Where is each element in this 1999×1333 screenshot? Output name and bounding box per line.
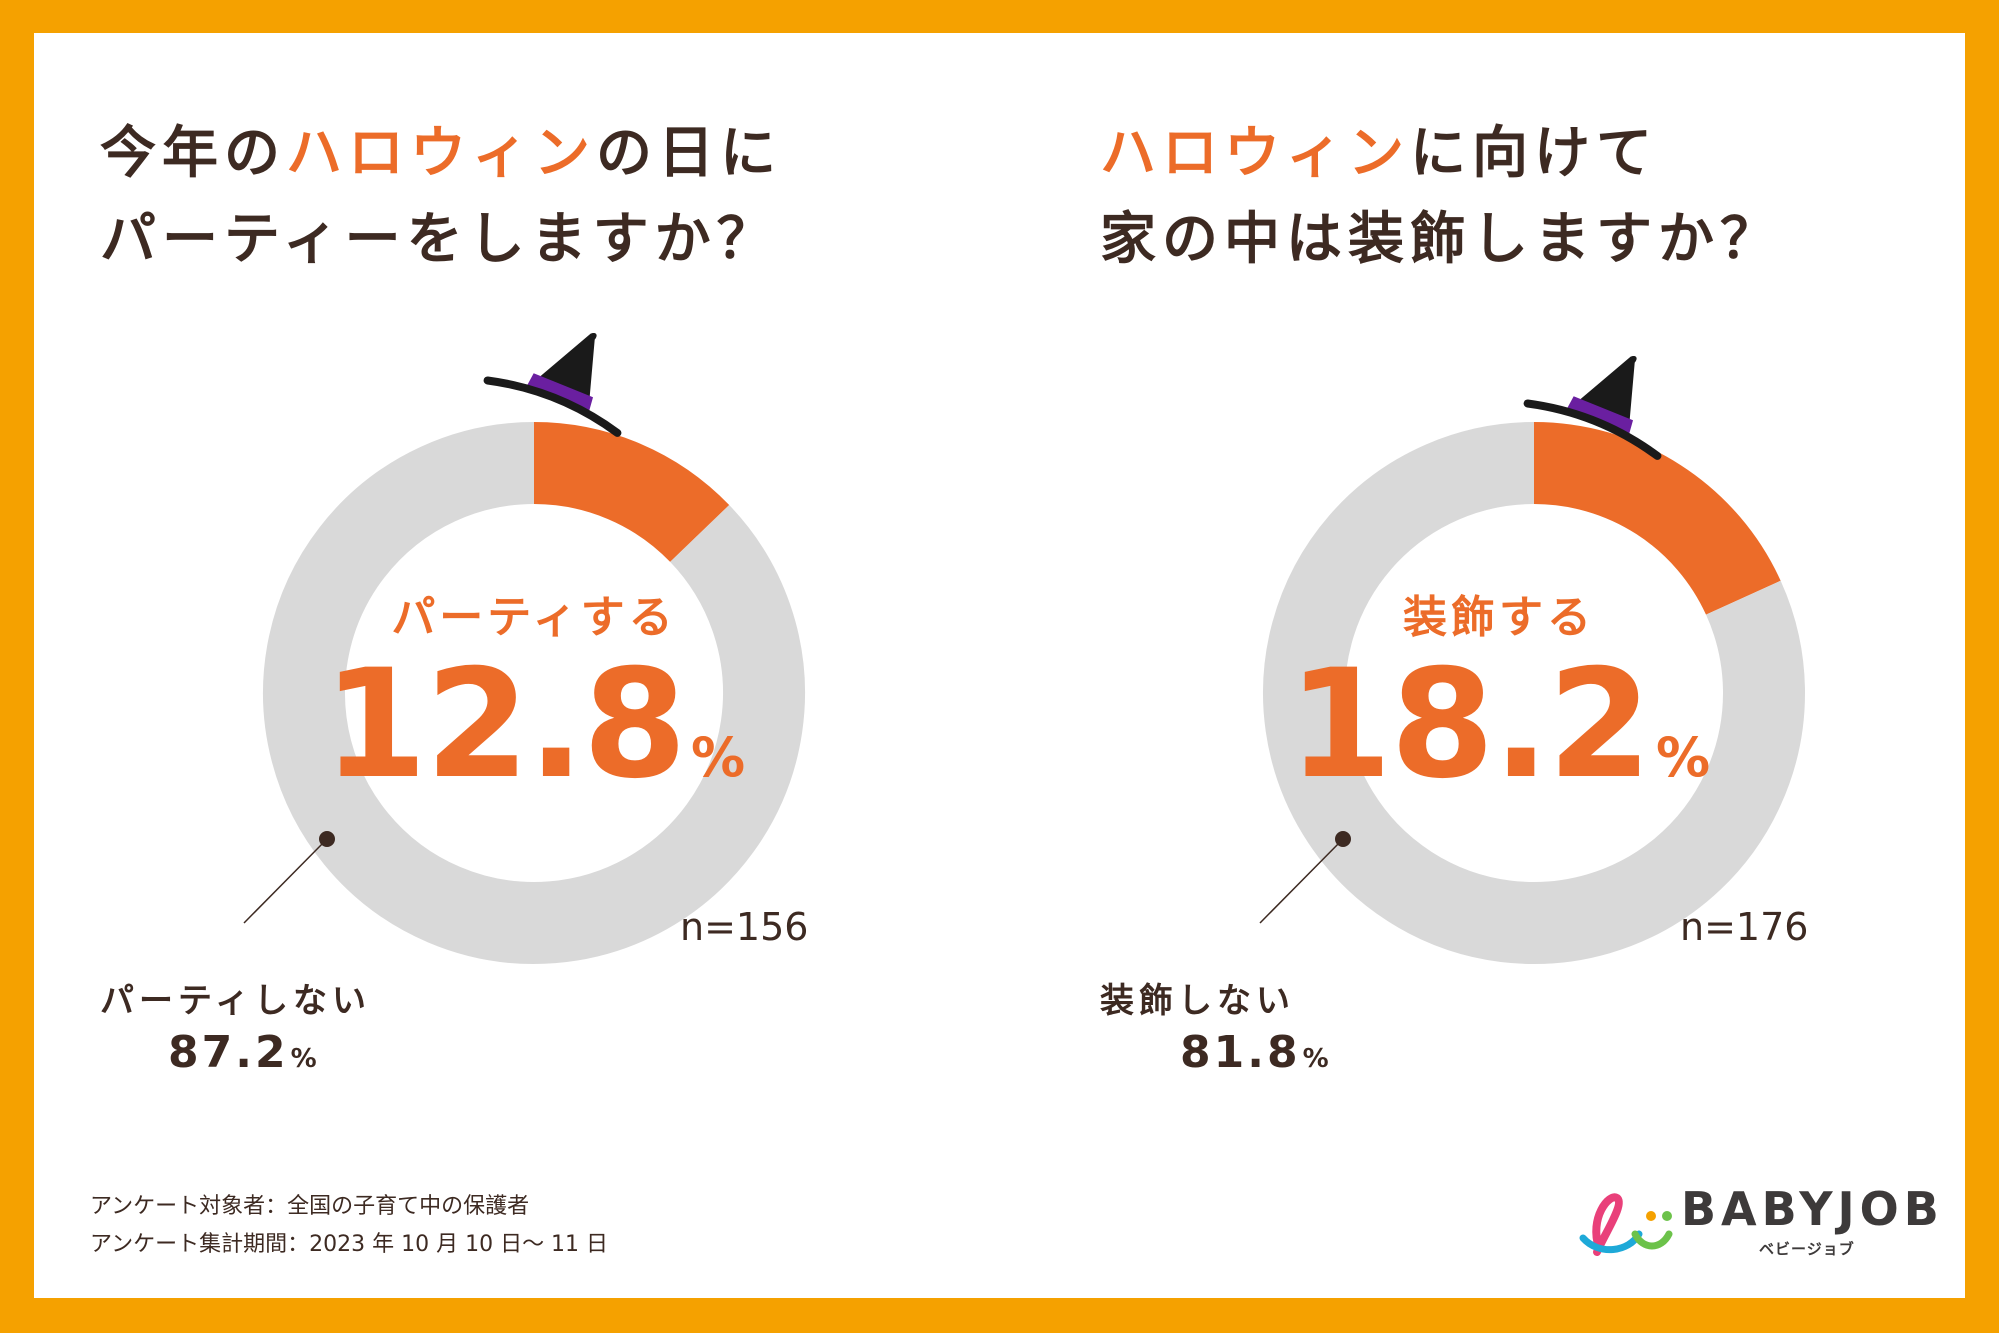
leader-dot — [1335, 831, 1351, 847]
party-title: 今年のハロウィンの日に パーティーをしますか？ — [100, 111, 782, 283]
donut-slice-other — [1263, 422, 1805, 964]
decor-no-label: 装飾しない — [1100, 981, 1295, 1021]
survey-target: アンケート対象者：全国の子育て中の保護者 — [90, 1194, 530, 1219]
leader-line — [243, 838, 328, 924]
party-sample-size: n=156 — [680, 905, 809, 949]
title-part: に向けて — [1410, 121, 1658, 186]
decor-center-value: 18.2% — [1199, 638, 1799, 812]
title-part-accent: ハロウィン — [1100, 121, 1410, 186]
leader-line — [1259, 838, 1344, 924]
logo-subtitle: ベビージョブ — [1759, 1240, 1855, 1258]
decor-panel: ハロウィンに向けて 家の中は装飾しますか？ 装飾する 18.2% n=176 装… — [1034, 33, 1999, 1133]
party-highlight-unit: % — [690, 726, 746, 789]
party-no-value: 87.2% — [168, 1027, 317, 1078]
decor-title-line2: 家の中は装飾しますか？ — [1100, 207, 1782, 272]
donut-slice-other — [263, 422, 805, 964]
party-no-unit: % — [290, 1044, 317, 1074]
decor-highlight-number: 18.2 — [1287, 638, 1652, 812]
party-no-label: パーティしない — [100, 981, 371, 1021]
party-highlight-number: 12.8 — [322, 638, 687, 812]
party-center-value: 12.8% — [234, 638, 834, 812]
logo-name: BABYJOB — [1681, 1182, 1944, 1236]
party-donut-chart — [243, 332, 805, 964]
title-part: の日に — [596, 121, 782, 186]
survey-footer: アンケート対象者：全国の子育て中の保護者 アンケート集計期間：2023 年 10… — [90, 1188, 608, 1264]
party-title-line1: 今年のハロウィンの日に — [100, 111, 782, 197]
decor-no-value: 81.8% — [1180, 1027, 1329, 1078]
party-center-label: パーティする — [391, 592, 677, 643]
decor-center-label: 装飾する — [1403, 592, 1595, 643]
witch-hat-icon — [483, 332, 622, 437]
party-no-number: 87.2 — [168, 1027, 289, 1078]
babyjob-logo-icon — [1579, 1193, 1673, 1256]
decor-donut-chart — [1259, 355, 1805, 964]
donut-slice-highlight — [1533, 422, 1781, 616]
decor-highlight-unit: % — [1655, 726, 1711, 789]
survey-period: アンケート集計期間：2023 年 10 月 10 日～ 11 日 — [90, 1232, 609, 1257]
title-part-accent: ハロウィン — [286, 121, 596, 186]
decor-title-line1: ハロウィンに向けて — [1100, 111, 1782, 197]
party-title-line2: パーティーをしますか？ — [100, 207, 779, 272]
decor-no-number: 81.8 — [1180, 1027, 1301, 1078]
witch-hat-icon — [1523, 355, 1662, 460]
infographic-card: 今年のハロウィンの日に パーティーをしますか？ パーティする 12.8% n=1… — [34, 33, 1965, 1298]
title-part: 今年の — [100, 121, 286, 186]
decor-title: ハロウィンに向けて 家の中は装飾しますか？ — [1100, 111, 1782, 283]
babyjob-logo: BABYJOB ベビージョブ — [1569, 1178, 1949, 1268]
party-panel: 今年のハロウィンの日に パーティーをしますか？ パーティする 12.8% n=1… — [34, 33, 999, 1133]
decor-no-unit: % — [1302, 1044, 1329, 1074]
decor-sample-size: n=176 — [1680, 905, 1809, 949]
leader-dot — [319, 831, 335, 847]
donut-slice-highlight — [533, 422, 730, 563]
